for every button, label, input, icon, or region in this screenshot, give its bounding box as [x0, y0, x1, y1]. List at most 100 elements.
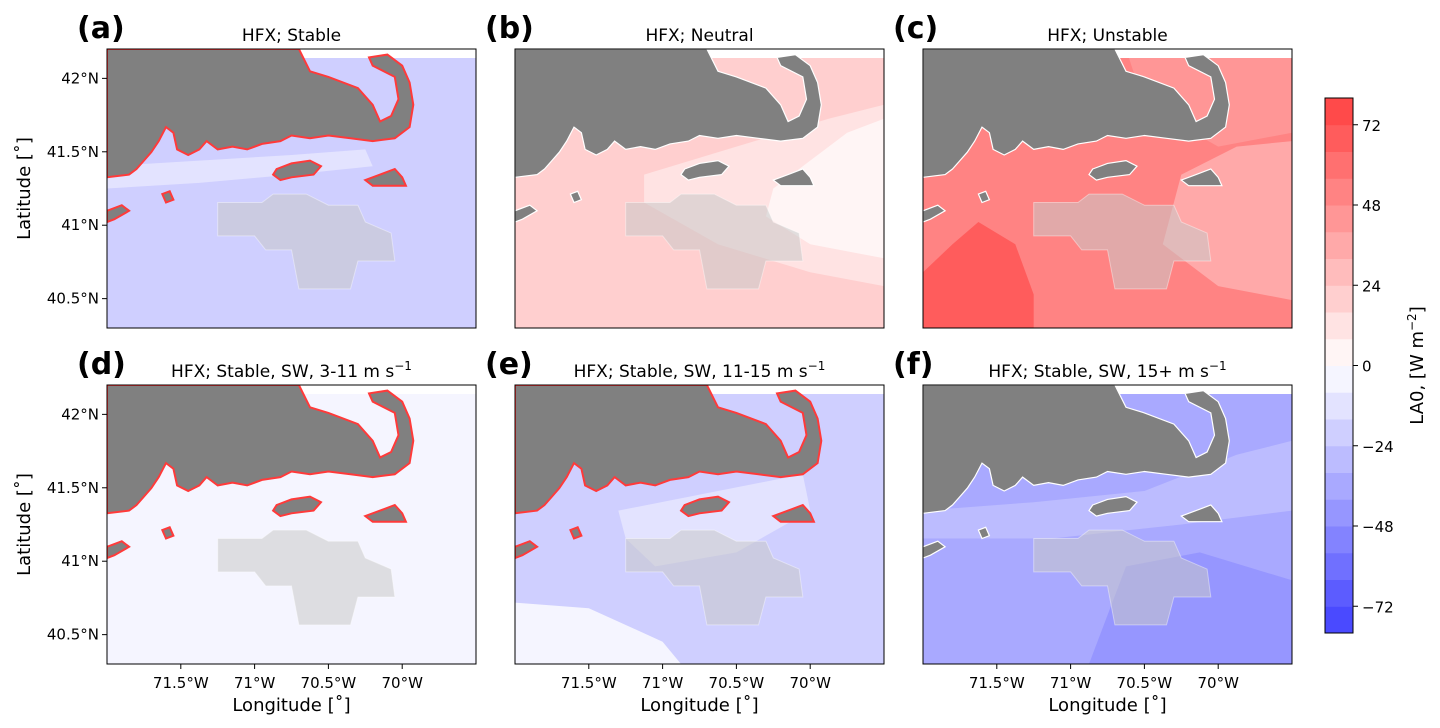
block-island	[977, 526, 991, 540]
colorbar-label-sup: −2	[1405, 313, 1419, 331]
block-island	[160, 190, 175, 204]
point-judith	[923, 540, 947, 559]
x-axis-label: Longitude [˚]	[1048, 695, 1166, 716]
colorbar-bin	[1325, 285, 1353, 313]
field-region	[515, 602, 681, 664]
mainland	[107, 385, 415, 515]
x-tick-label: 71.5°W	[153, 674, 209, 692]
y-tick-label: 42°N	[61, 405, 99, 423]
colorbar-bin	[1325, 472, 1353, 500]
colorbar-bin	[1325, 231, 1353, 259]
wind-lease-area	[217, 529, 396, 626]
point-judith	[515, 540, 539, 560]
map-field	[107, 385, 476, 664]
colorbar-bin	[1325, 552, 1353, 580]
block-island	[977, 190, 991, 204]
panel-frame	[514, 384, 885, 665]
marthas-vineyard	[1088, 495, 1138, 517]
panel-title: HFX; Neutral	[645, 26, 753, 46]
panel-letter: (b)	[485, 11, 534, 46]
y-tick-label: 40.5°N	[47, 626, 99, 644]
panel-title-sup: −1	[394, 359, 412, 373]
colorbar-bin	[1325, 499, 1353, 527]
panel-frame	[922, 48, 1293, 329]
x-tick-label: 70°W	[789, 674, 831, 692]
panel-title: HFX; Stable	[242, 26, 341, 46]
x-tick-label: 71°W	[234, 674, 276, 692]
wind-lease-area	[625, 529, 804, 626]
colorbar-bin	[1325, 579, 1353, 607]
colorbar-bin	[1325, 392, 1353, 420]
mainland	[923, 385, 1230, 514]
panel-letter: (e)	[485, 347, 533, 382]
panel-title-sup: −1	[1209, 359, 1227, 373]
panel-letter: (c)	[893, 11, 938, 46]
block-island	[160, 526, 175, 540]
wind-lease-area	[1033, 193, 1212, 290]
marthas-vineyard	[679, 495, 731, 518]
point-judith	[107, 540, 131, 560]
y-tick-label: 40.5°N	[47, 290, 99, 308]
colorbar-tick-label: −48	[1362, 518, 1394, 536]
field-region	[923, 222, 1034, 328]
colorbar-bin	[1325, 526, 1353, 554]
y-axis-label: Latitude [˚]	[14, 137, 35, 240]
colorbar-tick-label: 48	[1362, 197, 1381, 215]
panel-letter: (f)	[893, 347, 933, 382]
colorbar-bin	[1325, 445, 1353, 473]
mainland	[107, 49, 415, 179]
colorbar-label-end: ]	[1407, 306, 1428, 313]
y-tick-label: 42°N	[61, 69, 99, 87]
panel-title: HFX; Stable, SW, 11-15 m s−1	[574, 359, 826, 382]
colorbar-tick-label: −24	[1362, 438, 1394, 456]
panel-neutral: (b) HFX; Neutral	[485, 11, 885, 329]
point-judith	[515, 204, 539, 223]
y-tick-label: 41.5°N	[47, 143, 99, 161]
panel-unstable: (c) HFX; Unstable	[893, 11, 1293, 329]
x-tick-label: 70.5°W	[709, 674, 765, 692]
y-tick-label: 41.5°N	[47, 479, 99, 497]
panel-title-sup: −1	[808, 359, 826, 373]
panel-title: HFX; Stable, SW, 3-11 m s−1	[171, 359, 412, 382]
y-tick-label: 41°N	[61, 216, 99, 234]
panel-frame	[922, 384, 1293, 665]
nantucket	[772, 168, 815, 187]
y-axis-label: Latitude [˚]	[14, 473, 35, 576]
y-tick-label: 41°N	[61, 552, 99, 570]
panel-sw_low: (d) HFX; Stable, SW, 3-11 m s−1 42°N 41.5°N…	[14, 347, 477, 716]
mainland	[515, 49, 822, 178]
colorbar-bin	[1325, 365, 1353, 393]
block-island	[569, 526, 583, 540]
block-island	[569, 190, 583, 204]
x-tick-label: 70.5°W	[1117, 674, 1173, 692]
mainland	[923, 49, 1230, 178]
panel-sw_mid: (e) HFX; Stable, SW, 11-15 m s−1 71.5°W 71°…	[485, 347, 885, 716]
panel-frame	[514, 48, 885, 329]
colorbar-tick-label: 0	[1362, 358, 1372, 376]
map-field	[515, 49, 884, 328]
colorbar-bin	[1325, 258, 1353, 286]
map-field	[107, 49, 476, 328]
marthas-vineyard	[271, 159, 323, 182]
point-judith	[107, 204, 131, 224]
colorbar-tick-label: 24	[1362, 277, 1381, 295]
nantucket	[363, 167, 408, 187]
x-tick-label: 71°W	[1050, 674, 1092, 692]
panel-stable: (a) HFX; Stable 42°N 41.5°N 41°N 40.5°N Latitu…	[14, 11, 477, 329]
map-field	[923, 49, 1292, 328]
field-region	[765, 118, 884, 259]
nantucket	[1180, 168, 1223, 187]
map-field	[923, 385, 1292, 664]
colorbar-label: LA0, [W m−2]	[1405, 306, 1428, 424]
colorbar-bin	[1325, 205, 1353, 233]
colorbar: −72 −48 −24 0 24 48 72 LA0, [W m−2]	[1324, 97, 1428, 634]
panel-letter: (d)	[77, 347, 126, 382]
x-tick-label: 71.5°W	[969, 674, 1025, 692]
colorbar-bin	[1325, 151, 1353, 179]
colorbar-bin	[1325, 178, 1353, 206]
marthas-vineyard	[680, 159, 730, 181]
panel-letter: (a)	[77, 11, 125, 46]
x-axis-label: Longitude [˚]	[232, 695, 350, 716]
colorbar-bin	[1325, 124, 1353, 152]
